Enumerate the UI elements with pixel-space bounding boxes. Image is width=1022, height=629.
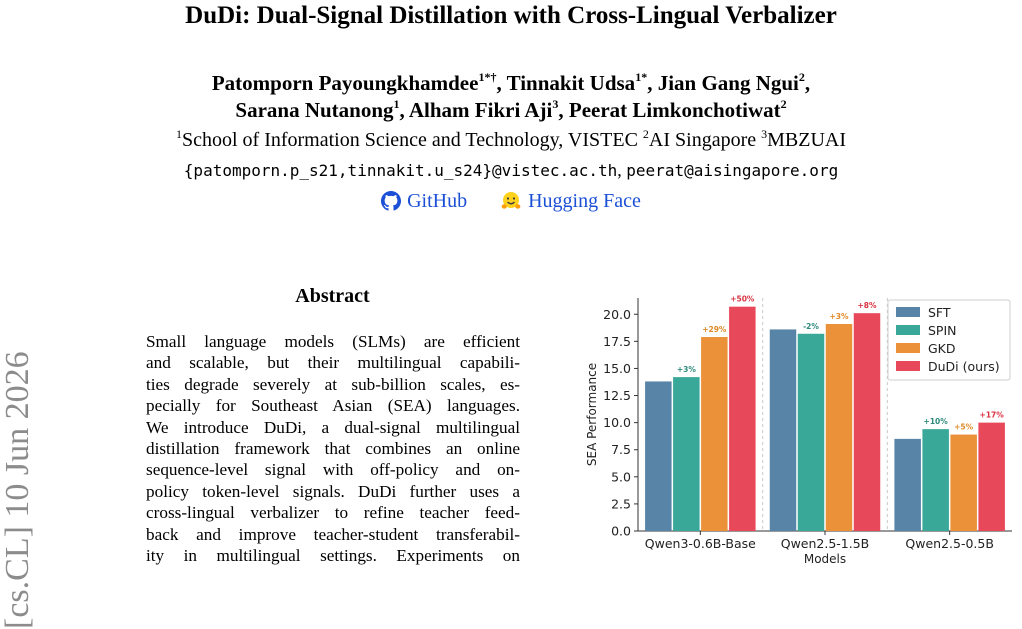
abstract-body: Small language models (SLMs) are efficie… <box>146 331 520 566</box>
chart-data-label: +5% <box>954 423 974 432</box>
chart-bar <box>769 329 797 531</box>
chart-data-label: +3% <box>829 312 849 321</box>
abstract-heading: Abstract <box>295 285 370 307</box>
authors-line-1: Patomporn Payoungkhamdee1*†, Tinnakit Ud… <box>0 70 1022 97</box>
chart-legend-swatch <box>896 325 920 335</box>
chart-data-label: +3% <box>677 365 697 374</box>
chart-data-label: +8% <box>857 301 877 310</box>
affiliation-mark: 2 <box>642 127 649 141</box>
resource-links: GitHub Hugging Face <box>0 188 1022 218</box>
chart-legend-label: SFT <box>928 305 951 320</box>
abstract-line: and scalable, but their multilingual cap… <box>146 353 520 373</box>
chart-bar <box>701 337 728 531</box>
huggingface-link[interactable]: Hugging Face <box>500 188 641 214</box>
chart-legend-swatch <box>896 307 920 317</box>
hugging-face-icon <box>501 192 521 209</box>
abstract-line: back and improve teacher-student transfe… <box>146 524 520 544</box>
chart-y-tick-label: 5.0 <box>611 469 631 484</box>
abstract-line: ity in multilingual settings. Experiment… <box>146 546 520 566</box>
author-separator: , <box>647 71 658 95</box>
chart-y-tick-label: 0.0 <box>611 524 631 539</box>
github-icon <box>381 191 402 211</box>
github-link[interactable]: GitHub <box>381 188 467 214</box>
chart-y-tick-label: 2.5 <box>611 496 631 511</box>
author-separator: , <box>496 71 507 95</box>
huggingface-link-label: Hugging Face <box>528 190 641 212</box>
sea-performance-bar-chart: 0.0 2.5 5.0 7.5 10.0 12.5 15.0 17.5 20.0 +3% +29% +… <box>585 295 1012 566</box>
chart-y-tick-label: 7.5 <box>611 442 631 457</box>
author-name: Sarana Nutanong <box>235 98 394 122</box>
author-affiliation-mark: 1 <box>393 97 400 111</box>
authors-line-2: Sarana Nutanong1, Alham Fikri Aji3, Peer… <box>0 97 1022 124</box>
author-name: Tinnakit Udsa <box>506 71 636 95</box>
arxiv-stamp: [cs.CL] 10 Jun 2026 <box>0 351 36 629</box>
chart-y-tick-label: 15.0 <box>603 361 631 376</box>
chart-legend-label: SPIN <box>928 323 957 338</box>
paper-title: DuDi: Dual-Signal Distillation with Cros… <box>185 2 837 29</box>
author-separator: , <box>558 98 569 122</box>
author-affiliation-mark: 2 <box>780 97 787 111</box>
email-aisingapore[interactable]: peerat@aisingapore.org <box>626 161 839 180</box>
github-link-label: GitHub <box>407 190 468 212</box>
chart-bar <box>853 313 881 531</box>
chart-x-tick-label: Qwen3-0.6B-Base <box>645 536 756 551</box>
chart-y-tick-label: 20.0 <box>603 307 631 322</box>
abstract-line: policy token-level signals. DuDi further… <box>146 481 520 501</box>
author-name: Peerat Limkonchotiwat <box>568 98 781 122</box>
author-separator: , <box>399 98 409 122</box>
author-affiliation-mark: 1* <box>635 70 648 84</box>
chart-x-axis-label: Models <box>804 552 846 566</box>
affiliation-name: School of Information Science and Techno… <box>181 129 643 151</box>
affiliation-mark: 3 <box>761 127 768 141</box>
abstract-line: ties degrade severely at sub-billion sca… <box>146 374 520 394</box>
affiliations: 1School of Information Science and Techn… <box>0 127 1022 153</box>
email-addresses: {patomporn.p_s21,tinnakit.u_s24}@vistec.… <box>0 158 1022 183</box>
chart-y-tick-label: 12.5 <box>603 388 631 403</box>
abstract-line: pecially for Southeast Asian (SEA) langu… <box>146 396 520 416</box>
author-name: Jian Gang Ngui <box>657 71 799 95</box>
chart-bar <box>922 429 949 531</box>
author-name: Alham Fikri Aji <box>408 98 553 122</box>
chart-x-tick-label: Qwen2.5-0.5B <box>905 536 994 551</box>
chart-data-label: -2% <box>803 322 819 331</box>
chart-bar <box>673 377 700 531</box>
chart-legend-swatch <box>896 361 920 371</box>
chart-legend-box <box>887 299 1011 381</box>
chart-data-label: +29% <box>702 325 727 334</box>
chart-y-tick-label: 10.0 <box>603 415 631 430</box>
chart-bar <box>950 434 977 531</box>
chart-legend-label: DuDi (ours) <box>928 359 1000 374</box>
author-affiliation-mark: 2 <box>798 70 805 84</box>
chart-bar <box>797 333 825 531</box>
abstract-line: Small language models (SLMs) are efficie… <box>146 332 520 351</box>
email-separator: , <box>617 160 627 180</box>
affiliation-name: MBZUAI <box>767 129 846 151</box>
chart-data-label: +10% <box>924 417 949 426</box>
chart-bar <box>894 438 921 531</box>
chart-legend-label: GKD <box>928 341 956 356</box>
chart-bar <box>825 324 853 531</box>
abstract-line: sequence-level signal with off-policy an… <box>146 460 520 480</box>
author-affiliation-mark: 1*† <box>478 70 497 84</box>
email-vistec[interactable]: {patomporn.p_s21,tinnakit.u_s24}@vistec.… <box>183 161 618 180</box>
affiliation-mark: 1 <box>175 127 182 141</box>
chart-data-label: +17% <box>980 411 1005 420</box>
author-separator: , <box>804 71 811 95</box>
chart-x-tick-label: Qwen2.5-1.5B <box>781 536 870 551</box>
affiliation-name: AI Singapore <box>648 129 762 151</box>
abstract-line: distillation framework that combines an … <box>146 439 520 459</box>
chart-bar <box>729 306 756 531</box>
chart-data-label: +50% <box>730 295 755 304</box>
chart-y-axis-label: SEA Performance <box>585 363 599 466</box>
abstract-line: cross-lingual verbalizer to refine teach… <box>146 503 520 523</box>
author-list: Patomporn Payoungkhamdee1*†, Tinnakit Ud… <box>0 70 1022 124</box>
abstract-line: We introduce DuDi, a dual-signal multili… <box>146 417 520 437</box>
author-name: Patomporn Payoungkhamdee <box>211 71 479 95</box>
chart-bar <box>978 422 1005 531</box>
author-affiliation-mark: 3 <box>552 97 559 111</box>
chart-legend-swatch <box>896 343 920 353</box>
chart-y-tick-label: 17.5 <box>603 334 631 349</box>
chart-bar <box>645 381 672 531</box>
